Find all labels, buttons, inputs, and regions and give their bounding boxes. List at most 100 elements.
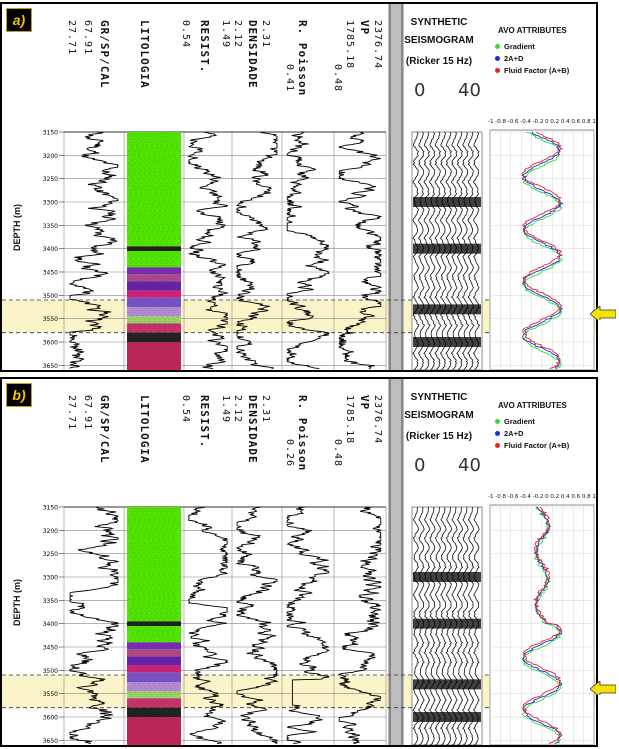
well-log-curve: [337, 506, 383, 745]
densidade-min: 1.49: [220, 395, 231, 424]
avo-tick: -1: [488, 494, 494, 500]
avo-tick: 0: [545, 119, 549, 125]
seismogram-tick-right: 40: [458, 455, 481, 476]
panel-b: 3150 3200 3250 3300 3350 3400 3450 3500 3550 3600…: [0, 377, 598, 747]
track-title-densidade: DENSIDADE: [246, 20, 259, 89]
legend-dot: [495, 68, 500, 73]
avo-tick: 1: [592, 494, 596, 500]
avo-tick: 0.4: [560, 494, 570, 500]
poisson-max: 2.31: [260, 20, 271, 49]
legend-label: Gradient: [504, 42, 535, 51]
avo-title: AVO ATTRIBUTES: [498, 26, 567, 35]
synthetic-seismogram: [411, 506, 483, 745]
track-title-resist: RESIST.: [198, 395, 211, 449]
depth-tick-label: 3500: [43, 293, 58, 300]
depth-tick-label: 3300: [43, 575, 58, 582]
densidade-max: 2.12: [232, 395, 243, 424]
panel-label: b): [6, 383, 32, 407]
avo-legend-item: Fluid Factor (A+B): [495, 66, 569, 75]
poisson-max: 2.31: [260, 395, 271, 424]
track-title-poisson: R. Poisson: [296, 395, 309, 472]
well-log-curve: [235, 131, 279, 370]
avo-tick: 0.8: [581, 119, 591, 125]
legend-dot: [495, 44, 500, 49]
legend-dot: [495, 419, 500, 424]
panel-label: a): [6, 8, 32, 32]
depth-tick-label: 3400: [43, 621, 58, 628]
avo-tick: 0.2: [550, 119, 560, 125]
vp-min: 0.48: [332, 64, 343, 93]
depth-tick-label: 3300: [43, 200, 58, 207]
resist-max: 0.54: [180, 20, 191, 49]
highlight-arrow-icon: [590, 681, 616, 696]
track-title-poisson: R. Poisson: [296, 20, 309, 97]
legend-label: 2A+D: [504, 429, 524, 438]
avo-series-line: [521, 506, 563, 744]
depth-tick-label: 3450: [43, 645, 58, 652]
densidade-min: 1.49: [220, 20, 231, 49]
avo-tick: -0.6: [507, 119, 519, 125]
avo-tick: -0.2: [532, 119, 544, 125]
vp-max: 1785.18: [344, 395, 355, 445]
depth-tick-label: 3250: [43, 551, 58, 558]
well-log-curve: [187, 131, 229, 370]
grspcal-min: 27.71: [66, 20, 77, 56]
track-title-vp: VP: [358, 20, 371, 36]
vp-max: 1785.18: [344, 20, 355, 70]
depth-tick-label: 3200: [43, 528, 58, 535]
track-title-vp: VP: [358, 395, 371, 411]
depth-axis-label: DEPTH (m): [12, 579, 22, 626]
avo-legend-item: Fluid Factor (A+B): [495, 441, 569, 450]
well-log-curve: [235, 506, 279, 745]
depth-axis-label: DEPTH (m): [12, 204, 22, 251]
poisson-min: 0.41: [284, 64, 295, 93]
legend-dot: [495, 443, 500, 448]
depth-tick-label: 3350: [43, 223, 58, 230]
grspcal-max: 67.91: [82, 20, 93, 56]
grspcal-min: 27.71: [66, 395, 77, 431]
avo-attributes-plot: [489, 504, 595, 745]
depth-tick-label: 3400: [43, 246, 58, 253]
avo-tick: -0.4: [520, 119, 531, 125]
vp-extra: 2376.74: [372, 20, 383, 70]
avo-tick: 0.4: [560, 119, 570, 125]
log-plot: 3150 3200 3250 3300 3350 3400 3450 3500 3550 3600…: [2, 4, 596, 370]
depth-tick-label: 3150: [43, 130, 58, 137]
highlight-arrow-icon: [590, 306, 616, 321]
depth-tick-label: 3200: [43, 153, 58, 160]
vp-min: 0.48: [332, 439, 343, 468]
avo-legend-item: Gradient: [495, 417, 535, 426]
well-log-curve: [187, 506, 229, 745]
legend-label: Fluid Factor (A+B): [504, 441, 570, 450]
avo-tick: -0.4: [520, 494, 531, 500]
poisson-min: 0.26: [284, 439, 295, 468]
well-log-curve: [337, 131, 383, 370]
avo-axis-ticks: -1 -0.8 -0.6 -0.4 -0.2 0 0.2 0.4 0.6 0.8 1: [488, 494, 596, 500]
grspcal-max: 67.91: [82, 395, 93, 431]
avo-tick: 0.6: [571, 119, 581, 125]
depth-tick-label: 3600: [43, 340, 58, 347]
legend-dot: [495, 56, 500, 61]
legend-label: Fluid Factor (A+B): [504, 66, 570, 75]
vp-extra: 2376.74: [372, 395, 383, 445]
avo-series-line: [521, 131, 563, 370]
avo-legend-item: 2A+D: [495, 54, 523, 63]
avo-tick: 0: [545, 494, 549, 500]
legend-label: 2A+D: [504, 54, 524, 63]
track-title-litologia: LITOLOGIA: [138, 395, 151, 464]
track-title-grspcal: GR/SP/CAL: [98, 20, 111, 89]
avo-tick: -0.2: [532, 494, 544, 500]
lithology-column: [127, 132, 181, 370]
depth-tick-label: 3500: [43, 668, 58, 675]
avo-series-line: [521, 506, 562, 745]
seismogram-subtitle: (Ricker 15 Hz): [405, 56, 473, 67]
avo-tick: -0.8: [495, 494, 506, 500]
depth-tick-label: 3650: [43, 738, 58, 745]
avo-series-line: [521, 131, 564, 370]
seismogram-tick-right: 40: [458, 80, 481, 101]
avo-legend-item: 2A+D: [495, 429, 523, 438]
seismogram-subtitle: (Ricker 15 Hz): [405, 431, 473, 442]
well-log-curve: [285, 506, 330, 745]
avo-tick: -1: [488, 119, 494, 125]
separator-bar: [388, 379, 404, 745]
